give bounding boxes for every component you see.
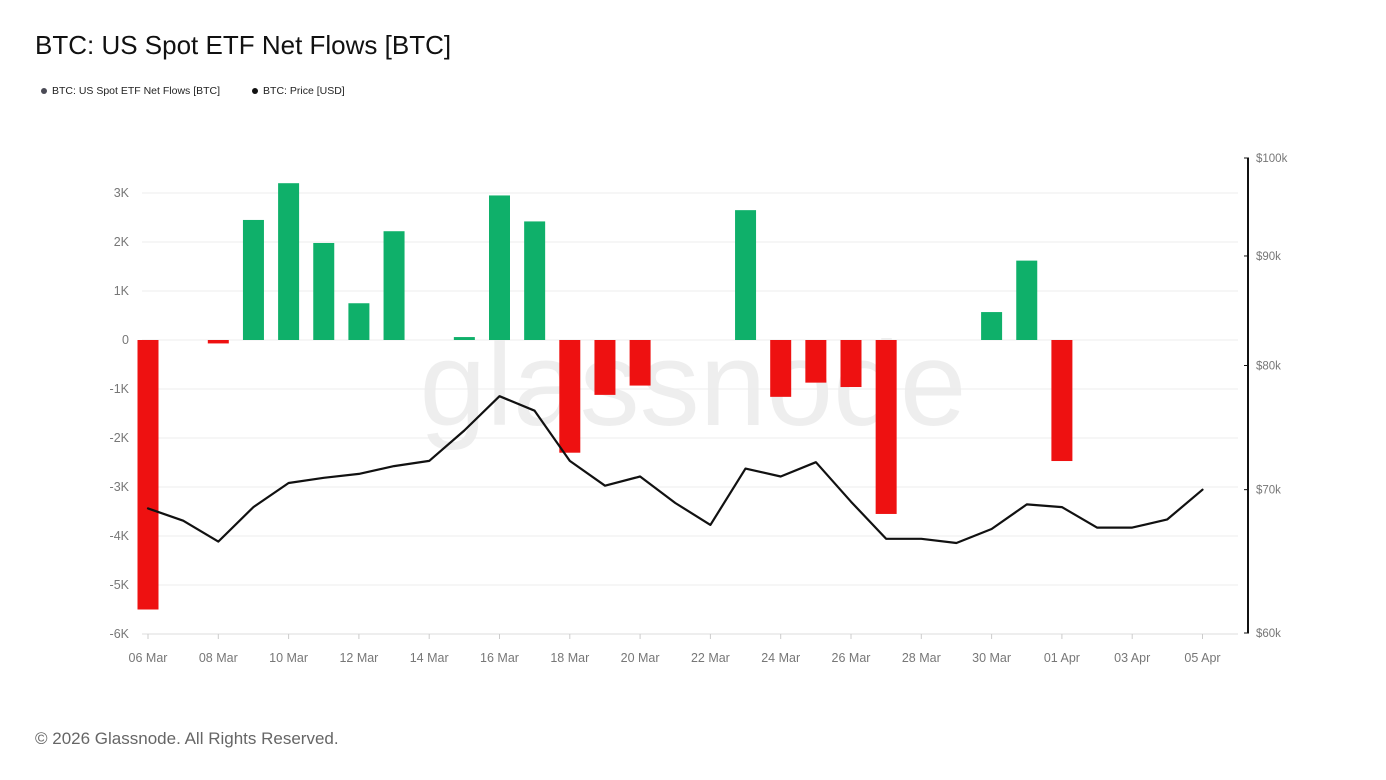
flow-bar bbox=[278, 183, 300, 340]
flow-bar bbox=[453, 337, 475, 340]
flow-bar bbox=[1051, 340, 1073, 462]
y-left-tick-label: -5K bbox=[110, 578, 130, 592]
flow-bar bbox=[629, 340, 651, 386]
x-tick-label: 24 Mar bbox=[761, 651, 800, 665]
x-tick-label: 14 Mar bbox=[410, 651, 449, 665]
legend-label-flows: BTC: US Spot ETF Net Flows [BTC] bbox=[52, 85, 221, 97]
chart-title: BTC: US Spot ETF Net Flows [BTC] bbox=[35, 30, 452, 60]
x-tick-label: 20 Mar bbox=[621, 651, 660, 665]
legend-item-price[interactable]: BTC: Price [USD] bbox=[252, 85, 345, 97]
flow-bar bbox=[805, 340, 827, 383]
flow-bar bbox=[735, 210, 757, 340]
y-right-tick-label: $60k bbox=[1256, 628, 1281, 640]
flow-bar bbox=[840, 340, 862, 388]
y-left-tick-label: 0 bbox=[122, 333, 129, 347]
flow-bar bbox=[594, 340, 616, 395]
flow-bar bbox=[770, 340, 792, 397]
watermark: glassnode bbox=[419, 317, 966, 451]
x-tick-label: 28 Mar bbox=[902, 651, 941, 665]
x-tick-label: 12 Mar bbox=[339, 651, 378, 665]
y-left-tick-label: 1K bbox=[114, 284, 130, 298]
flow-bar bbox=[1016, 260, 1038, 340]
x-tick-label: 16 Mar bbox=[480, 651, 519, 665]
price-line-group bbox=[146, 395, 1204, 545]
price-line bbox=[146, 395, 1204, 545]
legend-item-flows[interactable]: BTC: US Spot ETF Net Flows [BTC] bbox=[41, 85, 220, 97]
x-tick-label: 30 Mar bbox=[972, 651, 1011, 665]
x-tick-label: 26 Mar bbox=[832, 651, 871, 665]
y-right-tick-label: $90k bbox=[1256, 251, 1281, 263]
y-left-tick-label: -4K bbox=[110, 529, 130, 543]
flow-bar bbox=[313, 242, 335, 340]
flow-bars bbox=[137, 183, 1073, 610]
flow-bar bbox=[559, 340, 581, 453]
flow-bar bbox=[383, 231, 405, 340]
legend-dot-flows bbox=[41, 88, 47, 94]
y-right-tick-label: $80k bbox=[1256, 360, 1281, 372]
x-tick-label: 06 Mar bbox=[129, 651, 168, 665]
flow-bar bbox=[207, 340, 229, 344]
legend-dot-price bbox=[252, 88, 259, 94]
flow-bar bbox=[489, 195, 510, 340]
flow-bar bbox=[242, 219, 264, 340]
flow-bar bbox=[875, 340, 897, 514]
legend-label-price: BTC: Price [USD] bbox=[263, 85, 345, 97]
flow-bar bbox=[348, 303, 370, 340]
flow-bar bbox=[981, 312, 1003, 340]
y-right-tick-label: $100k bbox=[1256, 153, 1288, 165]
y-right-tick-label: $70k bbox=[1256, 485, 1281, 497]
x-tick-label: 18 Mar bbox=[550, 651, 589, 665]
y-left-tick-label: 2K bbox=[114, 235, 130, 249]
x-tick-label: 08 Mar bbox=[199, 651, 238, 665]
flow-bar bbox=[524, 221, 546, 340]
y-left-tick-label: -1K bbox=[110, 382, 130, 396]
x-tick-label: 05 Apr bbox=[1184, 651, 1220, 665]
y-left-tick-label: -2K bbox=[110, 431, 130, 445]
axes: 3K 2K 1K 0 -1K -2K -3K -4K -5K -6K 06 Mar 08 Mar 10 … bbox=[110, 153, 1288, 665]
copyright-footer: © 2026 Glassnode. All Rights Reserved. bbox=[35, 729, 339, 748]
x-tick-label: 10 Mar bbox=[269, 651, 308, 665]
x-tick-label: 22 Mar bbox=[691, 651, 730, 665]
x-tick-label: 03 Apr bbox=[1114, 651, 1150, 665]
y-left-tick-label: -3K bbox=[110, 480, 130, 494]
legend: BTC: US Spot ETF Net Flows [BTC] BTC: Pr… bbox=[41, 85, 345, 97]
y-left-tick-label: -6K bbox=[110, 627, 130, 641]
flow-bar bbox=[137, 340, 159, 610]
y-left-tick-label: 3K bbox=[114, 186, 130, 200]
x-tick-label: 01 Apr bbox=[1044, 651, 1080, 665]
